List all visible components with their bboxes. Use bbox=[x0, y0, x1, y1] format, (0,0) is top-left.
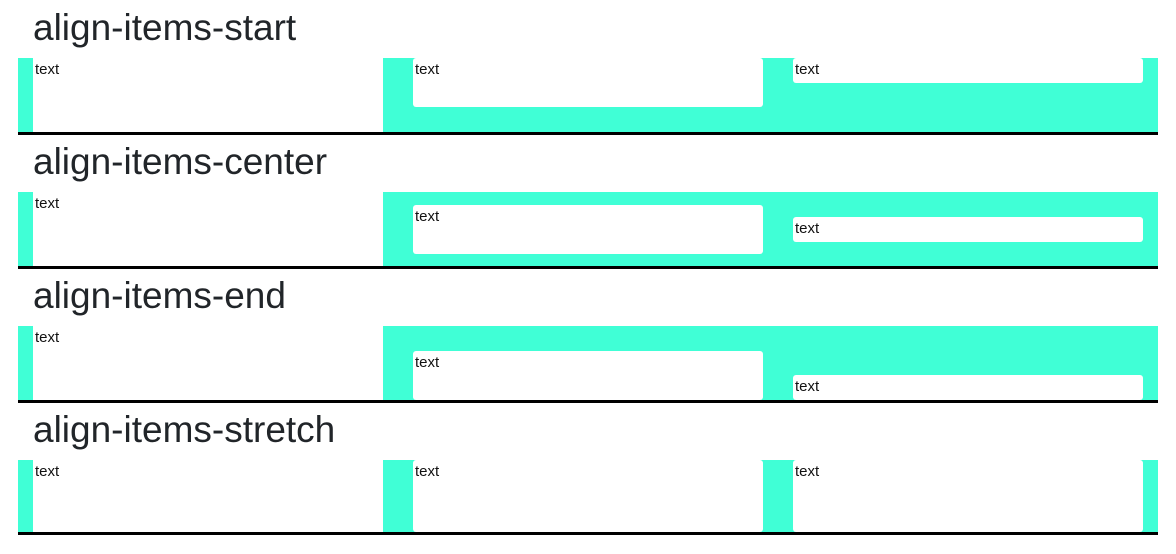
text-box: text bbox=[33, 460, 383, 532]
section-title: align-items-stretch bbox=[33, 409, 336, 450]
demo-column: text bbox=[778, 375, 1158, 400]
section-title: align-items-end bbox=[33, 275, 286, 316]
text-box: text bbox=[413, 204, 763, 254]
demo-row: text text text bbox=[18, 460, 1158, 535]
text-box: text bbox=[413, 460, 763, 532]
demo-column: text bbox=[778, 58, 1158, 83]
demo-column: text bbox=[778, 216, 1158, 242]
text-box: text bbox=[33, 192, 383, 266]
section-title: align-items-start bbox=[33, 7, 297, 48]
text-box: text bbox=[33, 58, 383, 132]
demo-column: text bbox=[778, 460, 1158, 532]
demo-row: text text text bbox=[18, 58, 1158, 135]
demo-column: text bbox=[18, 326, 398, 400]
demo-column: text bbox=[18, 460, 398, 532]
text-box: text bbox=[413, 58, 763, 107]
text-box: text bbox=[793, 58, 1143, 83]
demo-row: text text text bbox=[18, 326, 1158, 403]
demo-column: text bbox=[398, 58, 778, 107]
text-box: text bbox=[793, 375, 1143, 400]
demo-column: text bbox=[398, 351, 778, 400]
text-box: text bbox=[793, 216, 1143, 242]
demo-column: text bbox=[398, 204, 778, 254]
text-box: text bbox=[413, 351, 763, 400]
demo-column: text bbox=[398, 460, 778, 532]
text-box: text bbox=[33, 326, 383, 400]
text-box: text bbox=[793, 460, 1143, 532]
section-title: align-items-center bbox=[33, 141, 328, 182]
demo-row: text text text bbox=[18, 192, 1158, 269]
demo-column: text bbox=[18, 192, 398, 266]
demo-column: text bbox=[18, 58, 398, 132]
